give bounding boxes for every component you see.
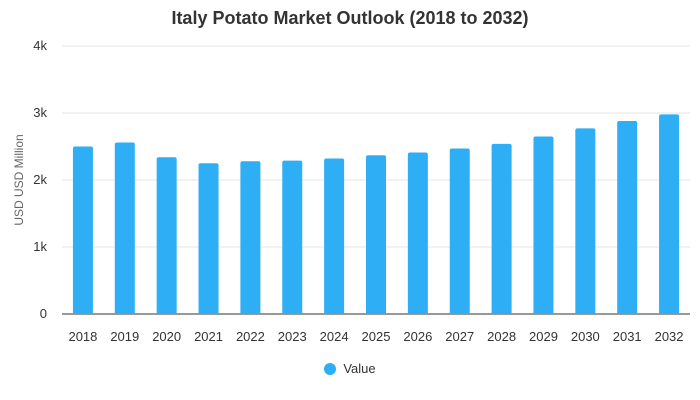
x-tick-label: 2029 [529, 329, 558, 344]
x-tick-label: 2018 [68, 329, 97, 344]
chart-title: Italy Potato Market Outlook (2018 to 203… [171, 8, 529, 28]
bar [282, 160, 303, 314]
x-tick-label: 2031 [613, 329, 642, 344]
x-tick-label: 2023 [278, 329, 307, 344]
x-tick-label: 2022 [236, 329, 265, 344]
x-tick-label: 2027 [445, 329, 474, 344]
x-tick-label: 2019 [110, 329, 139, 344]
bar [407, 152, 428, 314]
bar [617, 121, 638, 314]
bar [533, 136, 554, 314]
legend[interactable]: Value [0, 361, 700, 376]
legend-label: Value [343, 361, 376, 376]
bar [240, 161, 261, 314]
bar [659, 114, 680, 314]
bar [575, 128, 596, 314]
y-tick-label: 0 [40, 306, 47, 321]
x-tick-label: 2032 [655, 329, 684, 344]
bar [156, 157, 177, 314]
bar [198, 163, 219, 314]
bar [366, 155, 386, 314]
x-tick-label: 2030 [571, 329, 600, 344]
bar [449, 148, 470, 314]
x-tick-label: 2026 [403, 329, 432, 344]
y-tick-label: 2k [33, 172, 47, 187]
bar [491, 143, 512, 314]
x-tick-label: 2028 [487, 329, 516, 344]
y-tick-label: 3k [33, 105, 47, 120]
legend-swatch-icon [324, 362, 337, 375]
x-tick-label: 2024 [320, 329, 349, 344]
x-tick-label: 2020 [152, 329, 181, 344]
y-tick-label: 1k [33, 239, 47, 254]
x-tick-label: 2021 [194, 329, 223, 344]
bar [324, 158, 345, 314]
y-tick-label: 4k [33, 38, 47, 53]
bar [114, 142, 135, 314]
x-tick-label: 2025 [362, 329, 391, 344]
y-axis-title: USD USD Million [12, 134, 26, 225]
bar [72, 146, 93, 314]
